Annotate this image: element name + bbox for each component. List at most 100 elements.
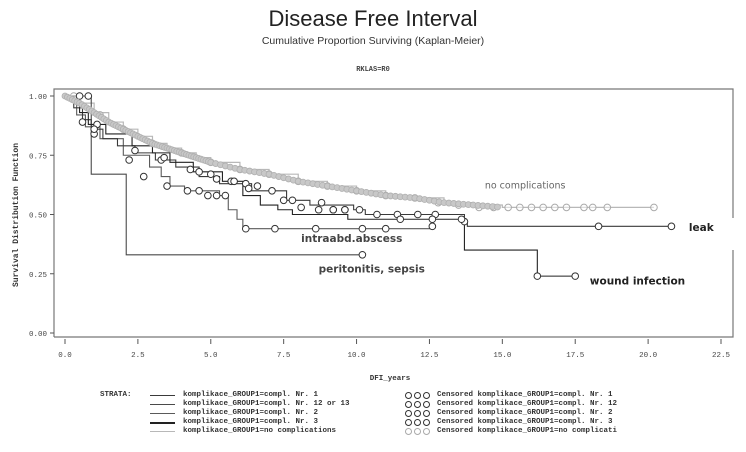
x-tick-label: 2.5 <box>131 352 145 360</box>
censor-marker <box>139 172 148 181</box>
censor-marker <box>504 203 512 212</box>
censor-marker <box>358 224 367 233</box>
legend-censored-label: Censored komplikace_GROUP1=compl. Nr. 3 <box>437 418 613 426</box>
censor-marker <box>195 187 203 195</box>
censor-marker <box>317 198 326 207</box>
annotation-peritonitis-sepsis: peritonitis, sepsis <box>319 264 425 276</box>
censor-marker <box>253 182 262 190</box>
km-curve-wound-infection <box>65 95 576 277</box>
chart-title: Disease Free Interval <box>268 6 478 31</box>
x-tick-label: 22.5 <box>712 352 731 360</box>
censor-circle-icon <box>405 401 432 408</box>
x-tick-label: 10.0 <box>348 352 367 360</box>
censor-marker <box>75 92 84 100</box>
censor-marker <box>539 203 547 212</box>
x-tick-label: 17.5 <box>566 352 585 360</box>
censor-marker <box>373 210 381 219</box>
legend-censored-item: Censored komplikace_GROUP1=compl. Nr. 1 <box>405 391 617 400</box>
x-axis-label: DFI_years <box>370 375 411 383</box>
censor-marker <box>125 156 133 164</box>
legend-strata: komplikace_GROUP1=compl. Nr. 1 komplikace… <box>150 391 350 436</box>
censor-marker <box>84 92 93 100</box>
censor-marker <box>355 205 364 214</box>
censor-marker <box>533 272 542 280</box>
censor-marker <box>230 177 238 186</box>
censor-marker <box>381 224 390 233</box>
chart-subtitle: Cumulative Proportion Surviving (Kaplan-… <box>261 35 485 47</box>
censor-marker <box>297 203 305 212</box>
y-tick-label: 0.25 <box>29 272 48 280</box>
censor-marker <box>428 222 437 231</box>
legend-item: komplikace_GROUP1=compl. Nr. 1 <box>150 391 350 400</box>
plot-border <box>53 88 734 338</box>
legend-label: komplikace_GROUP1=compl. Nr. 2 <box>183 409 319 417</box>
censor-marker <box>279 196 288 205</box>
x-tick-label: 12.5 <box>420 352 439 360</box>
censor-marker <box>244 184 253 193</box>
y-tick-label: 0.00 <box>29 331 48 339</box>
y-tick-label: 0.75 <box>29 153 48 161</box>
km-curve-intraabd-abscess <box>65 95 433 230</box>
annotation-wound-infection: wound infection <box>590 275 685 287</box>
x-tick-label: 7.5 <box>277 352 291 360</box>
censor-circle-icon <box>405 410 432 417</box>
legend-label: komplikace_GROUP1=no complications <box>183 427 337 435</box>
legend-line-swatch <box>150 404 175 405</box>
legend-line-swatch <box>150 421 175 424</box>
legend-item: komplikace_GROUP1=compl. Nr. 12 or 13 <box>150 400 350 409</box>
censor-marker <box>428 215 437 224</box>
censor-marker <box>212 175 221 183</box>
annotation-leak: leak <box>689 222 715 234</box>
legend-censored-item: Censored komplikace_GROUP1=compl. Nr. 3 <box>405 418 617 427</box>
x-tick-label: 0.0 <box>58 352 72 360</box>
legend-label: komplikace_GROUP1=compl. Nr. 1 <box>183 391 319 399</box>
legend-censored-label: Censored komplikace_GROUP1=compl. Nr. 1 <box>437 391 613 399</box>
censor-marker <box>314 205 323 214</box>
censor-marker <box>268 187 276 195</box>
censor-marker <box>580 203 588 212</box>
x-axis: 0.0 2.5 5.0 7.5 10.0 12.5 15.0 17.5 20.0 22.5 <box>58 339 730 360</box>
censor-marker <box>183 187 192 195</box>
censor-marker <box>160 153 168 162</box>
censor-marker <box>163 182 171 190</box>
censor-marker <box>341 205 349 214</box>
legend-censored-item: Censored komplikace_GROUP1=no complicati <box>405 427 617 436</box>
legend-label: komplikace_GROUP1=compl. Nr. 12 or 13 <box>183 400 350 408</box>
censor-marker <box>206 170 215 179</box>
censor-marker <box>457 215 466 224</box>
censor-marker <box>271 224 279 233</box>
curve-annotations: no complications leak intraabd.abscess peri… <box>301 180 715 287</box>
censor-marker <box>494 203 501 211</box>
legend-label: komplikace_GROUP1=compl. Nr. 3 <box>183 418 319 426</box>
plot-frame <box>53 88 734 338</box>
censor-marker <box>212 191 221 200</box>
censor-circle-icon <box>405 392 432 399</box>
censor-marker <box>131 146 139 155</box>
censor-marker <box>90 125 98 133</box>
censor-marker <box>329 205 338 214</box>
censor-marker <box>667 222 676 231</box>
censor-marker <box>311 224 320 233</box>
censor-marker <box>288 196 297 205</box>
y-tick-label: 0.50 <box>29 213 48 221</box>
censor-marker <box>358 250 367 259</box>
strata-filter-label: RKLAS=R0 <box>356 66 390 74</box>
y-tick-label: 1.00 <box>29 94 48 102</box>
censor-marker <box>396 215 405 224</box>
censor-marker <box>594 222 603 231</box>
legend-censored-item: Censored komplikace_GROUP1=compl. Nr. 2 <box>405 409 617 418</box>
legend-item: komplikace_GROUP1=compl. Nr. 3 <box>150 418 350 427</box>
legend-item: komplikace_GROUP1=compl. Nr. 2 <box>150 409 350 418</box>
legend-item: komplikace_GROUP1=no complications <box>150 427 350 436</box>
y-axis-label: Survival Distribution Function <box>12 143 21 287</box>
censor-marker <box>551 203 559 212</box>
x-tick-label: 15.0 <box>493 352 512 360</box>
censor-marker <box>78 118 87 126</box>
censor-marker <box>195 168 203 176</box>
censor-marker <box>186 165 195 174</box>
censor-marker <box>571 272 580 280</box>
legend-line-swatch <box>150 431 175 432</box>
legend-title: STRATA: <box>100 391 132 399</box>
x-tick-label: 20.0 <box>639 352 658 360</box>
legend-censored-label: Censored komplikace_GROUP1=no complicati <box>437 427 618 435</box>
